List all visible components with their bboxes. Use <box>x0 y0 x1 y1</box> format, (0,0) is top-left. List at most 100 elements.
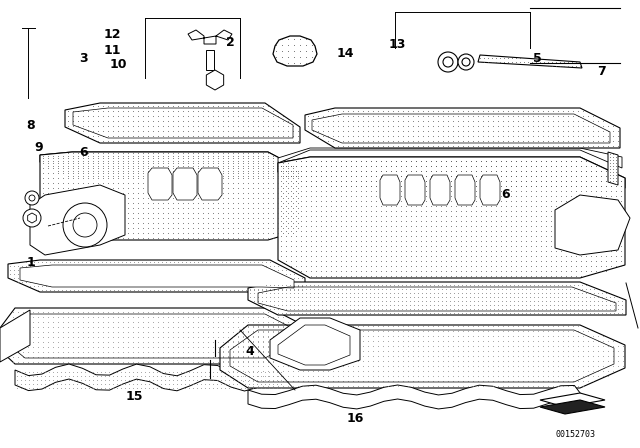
Point <box>325 172 335 179</box>
Point <box>32 384 42 392</box>
Point <box>218 323 228 330</box>
Point <box>83 184 93 191</box>
Point <box>88 323 98 330</box>
Point <box>312 122 323 129</box>
Point <box>360 162 371 169</box>
Point <box>37 194 47 201</box>
Point <box>533 302 543 309</box>
Point <box>381 289 391 297</box>
Point <box>330 227 340 234</box>
Point <box>21 271 31 278</box>
Point <box>611 165 621 172</box>
Point <box>329 293 339 301</box>
Point <box>328 137 338 144</box>
Point <box>285 281 295 289</box>
Point <box>428 112 438 119</box>
Point <box>37 318 47 325</box>
Point <box>429 310 439 317</box>
Point <box>97 179 108 186</box>
Point <box>300 192 310 199</box>
Point <box>205 282 215 289</box>
Point <box>261 258 271 266</box>
Point <box>157 282 167 289</box>
Point <box>340 197 351 204</box>
Point <box>350 197 360 204</box>
Point <box>62 318 72 325</box>
Point <box>570 167 580 174</box>
Point <box>287 137 298 144</box>
Point <box>613 297 623 305</box>
Point <box>323 362 333 369</box>
Point <box>561 162 571 169</box>
Point <box>472 327 483 334</box>
Point <box>222 167 232 174</box>
Point <box>527 332 538 339</box>
Point <box>77 286 87 293</box>
Point <box>64 384 74 392</box>
Point <box>285 172 296 179</box>
Point <box>586 252 596 259</box>
Point <box>568 132 578 139</box>
Point <box>64 380 74 388</box>
Point <box>77 149 88 156</box>
Point <box>157 328 168 335</box>
Point <box>67 204 77 211</box>
Point <box>582 327 593 334</box>
Point <box>218 167 228 174</box>
Point <box>575 157 586 164</box>
Point <box>142 224 152 231</box>
Point <box>285 187 296 194</box>
Point <box>515 247 525 254</box>
Point <box>227 132 237 139</box>
Point <box>460 162 470 169</box>
Point <box>142 353 152 360</box>
Point <box>132 372 142 379</box>
Point <box>20 376 30 383</box>
Point <box>348 327 358 334</box>
Point <box>590 262 600 269</box>
Point <box>600 247 611 254</box>
Point <box>348 377 358 384</box>
Point <box>227 137 237 144</box>
Point <box>568 117 578 124</box>
Point <box>602 362 612 369</box>
Point <box>296 207 306 214</box>
Point <box>102 328 113 335</box>
Point <box>100 384 110 392</box>
Point <box>510 257 520 264</box>
Point <box>600 232 611 239</box>
Point <box>365 182 376 189</box>
Point <box>287 322 298 329</box>
Point <box>597 132 607 139</box>
Point <box>588 362 598 369</box>
Point <box>289 47 299 55</box>
Point <box>348 362 358 369</box>
Point <box>243 112 253 119</box>
Point <box>269 278 279 285</box>
Point <box>88 224 98 231</box>
Point <box>500 272 511 279</box>
Point <box>156 376 166 383</box>
Point <box>257 322 268 329</box>
Point <box>202 122 212 129</box>
Point <box>237 342 248 349</box>
Point <box>289 271 299 278</box>
Point <box>447 132 458 139</box>
Point <box>8 333 18 340</box>
Point <box>88 127 98 134</box>
Point <box>355 182 365 189</box>
Point <box>248 380 258 388</box>
Point <box>268 368 278 375</box>
Point <box>173 258 183 266</box>
Point <box>248 107 258 114</box>
Point <box>305 177 316 184</box>
Point <box>257 278 267 285</box>
Point <box>218 343 228 350</box>
Point <box>168 234 178 241</box>
Point <box>522 112 532 119</box>
Point <box>163 112 173 119</box>
Point <box>161 278 171 285</box>
Point <box>163 162 173 169</box>
Point <box>469 293 479 301</box>
Point <box>561 306 571 313</box>
